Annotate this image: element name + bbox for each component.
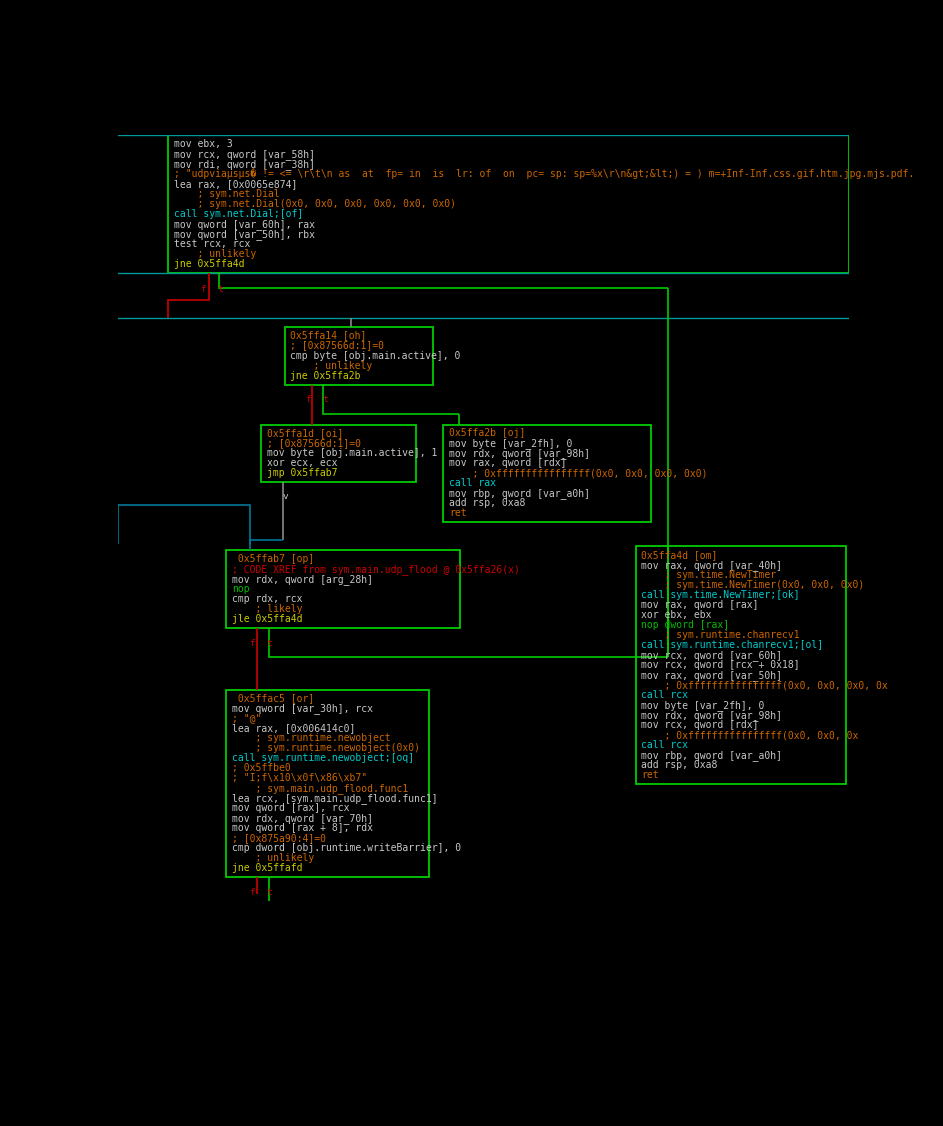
- Text: call sym.net.Dial;[of]: call sym.net.Dial;[of]: [174, 208, 303, 218]
- Text: xor ecx, ecx: xor ecx, ecx: [267, 458, 338, 468]
- Text: xor ebx, ebx: xor ebx, ebx: [641, 610, 712, 620]
- Text: mov rdx, qword [arg_28h]: mov rdx, qword [arg_28h]: [232, 574, 372, 584]
- Text: add rsp, 0xa8: add rsp, 0xa8: [449, 499, 525, 508]
- Bar: [443, 425, 651, 522]
- Bar: [285, 327, 433, 385]
- Text: ; sym.runtime.chanrecv1: ; sym.runtime.chanrecv1: [641, 631, 800, 640]
- Text: ; sym.time.NewTimer: ; sym.time.NewTimer: [641, 570, 776, 580]
- Text: mov qword [var_60h], rax: mov qword [var_60h], rax: [174, 218, 315, 230]
- Text: mov qword [rax], rcx: mov qword [rax], rcx: [232, 803, 349, 813]
- Text: mov rax, qword [rdx]: mov rax, qword [rdx]: [449, 458, 567, 468]
- Text: jne 0x5ffa2b: jne 0x5ffa2b: [290, 370, 360, 381]
- Text: ; sym.net.Dial(0x0, 0x0, 0x0, 0x0, 0x0, 0x0): ; sym.net.Dial(0x0, 0x0, 0x0, 0x0, 0x0, …: [174, 199, 455, 208]
- Text: mov rbp, qword [var_a0h]: mov rbp, qword [var_a0h]: [449, 489, 589, 499]
- Text: mov qword [var_50h], rbx: mov qword [var_50h], rbx: [174, 229, 315, 240]
- Text: mov qword [var_30h], rcx: mov qword [var_30h], rcx: [232, 704, 372, 714]
- Text: nop: nop: [232, 584, 250, 593]
- Text: lea rax, [0x0065e874]: lea rax, [0x0065e874]: [174, 179, 297, 189]
- Text: mov byte [obj.main.active], 1: mov byte [obj.main.active], 1: [267, 448, 437, 458]
- Text: test rcx, rcx: test rcx, rcx: [174, 239, 250, 249]
- Text: ; [0x875a90:4]=0: ; [0x875a90:4]=0: [232, 833, 325, 843]
- Text: call sym.runtime.chanrecv1;[ol]: call sym.runtime.chanrecv1;[ol]: [641, 640, 823, 650]
- Text: 0x5ffa4d [om]: 0x5ffa4d [om]: [641, 549, 718, 560]
- Text: ; unlikely: ; unlikely: [174, 249, 256, 259]
- Text: cmp byte [obj.main.active], 0: cmp byte [obj.main.active], 0: [290, 350, 460, 360]
- Bar: [226, 551, 460, 628]
- Text: ; 0xffffffffffffffff(0x0, 0x0, 0x: ; 0xffffffffffffffff(0x0, 0x0, 0x: [641, 730, 858, 740]
- Text: cmp dword [obj.runtime.writeBarrier], 0: cmp dword [obj.runtime.writeBarrier], 0: [232, 843, 461, 854]
- Text: ; sym.runtime.newobject: ; sym.runtime.newobject: [232, 733, 390, 743]
- Bar: [261, 425, 416, 482]
- Text: lea rax, [0x006414c0]: lea rax, [0x006414c0]: [232, 723, 356, 733]
- Text: ; [0x87566d:1]=0: ; [0x87566d:1]=0: [267, 438, 360, 448]
- Text: mov rax, qword [var_50h]: mov rax, qword [var_50h]: [641, 670, 782, 681]
- Text: call sym.time.NewTimer;[ok]: call sym.time.NewTimer;[ok]: [641, 590, 800, 600]
- Text: ; [0x87566d:1]=0: ; [0x87566d:1]=0: [290, 340, 384, 350]
- Bar: [636, 546, 847, 784]
- Text: ; 0x5ffbe0: ; 0x5ffbe0: [232, 763, 290, 774]
- Text: ; unlikely: ; unlikely: [290, 360, 372, 370]
- Text: mov rcx, qword [var_58h]: mov rcx, qword [var_58h]: [174, 149, 315, 160]
- Text: ret: ret: [449, 508, 467, 518]
- Text: call sym.runtime.newobject;[oq]: call sym.runtime.newobject;[oq]: [232, 753, 414, 763]
- Text: mov rax, qword [rax]: mov rax, qword [rax]: [641, 600, 758, 610]
- Text: mov rcx, qword [rdx]: mov rcx, qword [rdx]: [641, 721, 758, 730]
- Text: call rax: call rax: [449, 479, 496, 489]
- Text: ; CODE XREF from sym.main.udp_flood @ 0x5ffa26(x): ; CODE XREF from sym.main.udp_flood @ 0x…: [232, 564, 520, 574]
- Text: mov rdx, qword [var_70h]: mov rdx, qword [var_70h]: [232, 813, 372, 824]
- Text: ; "udpviaµsμs� != <= \r\t\n as  at  fp= in  is  lr: of  on  pc= sp: sp=%x\r\n&gt: ; "udpviaµsμs� != <= \r\t\n as at fp= in…: [174, 168, 914, 179]
- Bar: [226, 689, 429, 877]
- Text: 0x5ffa1d [oi]: 0x5ffa1d [oi]: [267, 428, 343, 438]
- Text: mov rdi, qword [var_38h]: mov rdi, qword [var_38h]: [174, 159, 315, 170]
- Text: ; likely: ; likely: [232, 604, 303, 614]
- Text: mov rcx, qword [rcx + 0x18]: mov rcx, qword [rcx + 0x18]: [641, 660, 800, 670]
- Text: add rsp, 0xa8: add rsp, 0xa8: [641, 760, 718, 770]
- Text: mov rdx, qword [var_98h]: mov rdx, qword [var_98h]: [641, 711, 782, 721]
- Text: mov qword [rax + 8], rdx: mov qword [rax + 8], rdx: [232, 823, 372, 833]
- Text: ; 0xffffffffffffffff(0x0, 0x0, 0x0, 0x0): ; 0xffffffffffffffff(0x0, 0x0, 0x0, 0x0): [449, 468, 707, 479]
- Text: f  t: f t: [201, 285, 223, 294]
- Text: nop dword [rax]: nop dword [rax]: [641, 620, 729, 631]
- Text: ; unlikely: ; unlikely: [232, 854, 314, 864]
- Text: mov rbp, qword [var_a0h]: mov rbp, qword [var_a0h]: [641, 750, 782, 761]
- Text: ; sym.runtime.newobject(0x0): ; sym.runtime.newobject(0x0): [232, 743, 420, 753]
- Bar: [168, 135, 849, 272]
- Text: mov byte [var_2fh], 0: mov byte [var_2fh], 0: [449, 438, 572, 449]
- Text: mov rcx, qword [var_60h]: mov rcx, qword [var_60h]: [641, 650, 782, 661]
- Text: ; sym.main.udp_flood.func1: ; sym.main.udp_flood.func1: [232, 784, 408, 794]
- Text: ; sym.net.Dial: ; sym.net.Dial: [174, 189, 279, 199]
- Text: jmp 0x5ffab7: jmp 0x5ffab7: [267, 468, 338, 479]
- Text: cmp rdx, rcx: cmp rdx, rcx: [232, 593, 303, 604]
- Text: mov ebx, 3: mov ebx, 3: [174, 138, 232, 149]
- Text: jne 0x5ffafd: jne 0x5ffafd: [232, 864, 303, 874]
- Text: jle 0x5ffa4d: jle 0x5ffa4d: [232, 614, 303, 624]
- Text: ; "@": ; "@": [232, 713, 261, 723]
- Text: call rcx: call rcx: [641, 690, 688, 700]
- Text: ; sym.time.NewTimer(0x0, 0x0, 0x0): ; sym.time.NewTimer(0x0, 0x0, 0x0): [641, 580, 864, 590]
- Text: jne 0x5ffa4d: jne 0x5ffa4d: [174, 259, 244, 269]
- Text: f  t: f t: [250, 888, 273, 897]
- Text: v: v: [283, 492, 289, 501]
- Text: ret: ret: [641, 770, 658, 780]
- Text: call rcx: call rcx: [641, 740, 688, 750]
- Text: f  t: f t: [250, 638, 273, 647]
- Text: f  t: f t: [306, 395, 329, 404]
- Text: lea rcx, [sym.main.udp_flood.func1]: lea rcx, [sym.main.udp_flood.func1]: [232, 794, 438, 804]
- Text: 0x5ffa14 [oh]: 0x5ffa14 [oh]: [290, 331, 366, 340]
- Text: 0x5ffab7 [op]: 0x5ffab7 [op]: [232, 554, 314, 564]
- Text: 0x5ffac5 [or]: 0x5ffac5 [or]: [232, 694, 314, 703]
- Text: 0x5ffa2b [oj]: 0x5ffa2b [oj]: [449, 428, 525, 438]
- Text: mov rax, qword [var_40h]: mov rax, qword [var_40h]: [641, 560, 782, 571]
- Text: ; "I;f\x10\x0f\x86\xb7": ; "I;f\x10\x0f\x86\xb7": [232, 774, 367, 784]
- Text: mov rdx, qword [var_98h]: mov rdx, qword [var_98h]: [449, 448, 589, 459]
- Text: mov byte [var_2fh], 0: mov byte [var_2fh], 0: [641, 700, 765, 711]
- Text: ; 0xffffffffffffffff(0x0, 0x0, 0x0, 0x: ; 0xffffffffffffffff(0x0, 0x0, 0x0, 0x: [641, 680, 887, 690]
